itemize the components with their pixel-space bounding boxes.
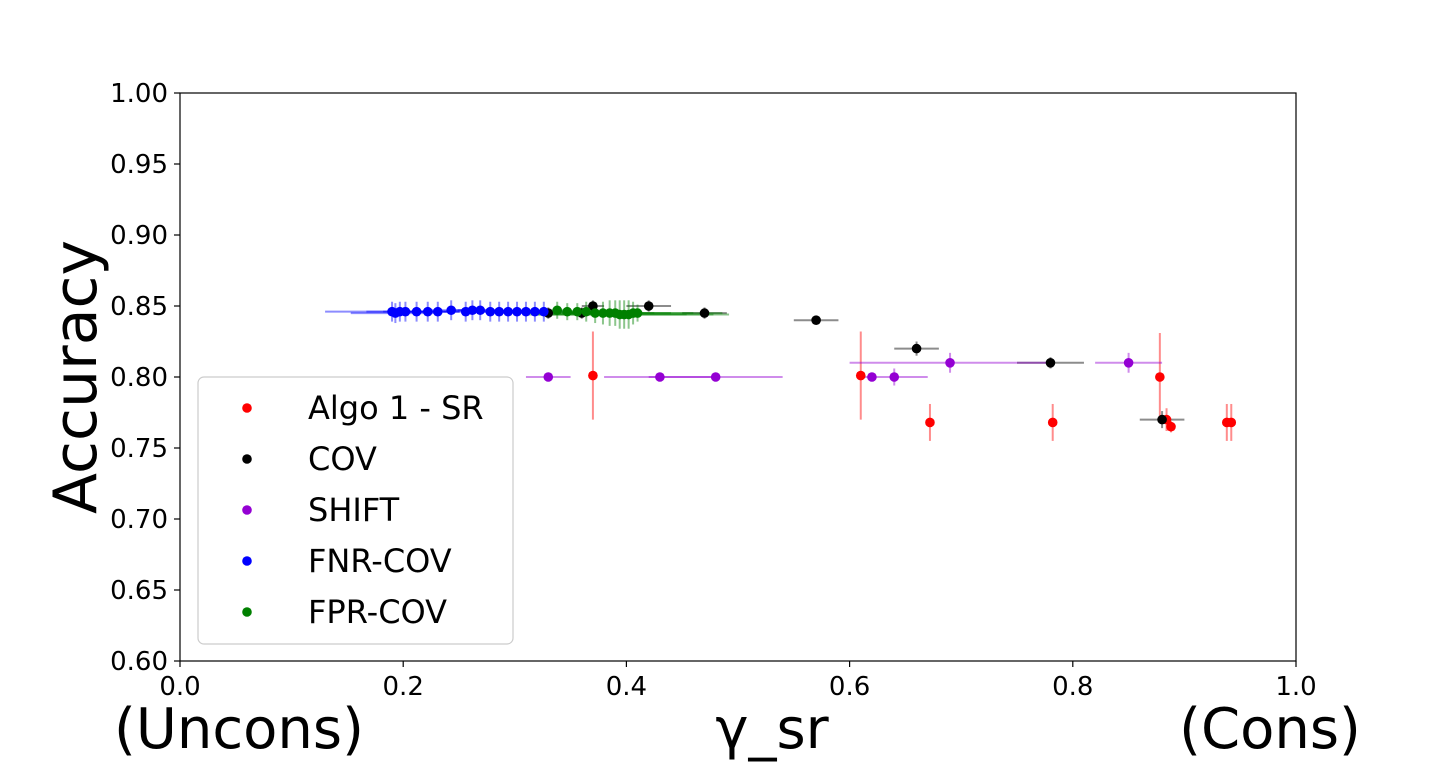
cov-point (699, 308, 710, 318)
x-tick-label: 0.0 (159, 672, 200, 702)
fnr-cov-point (530, 306, 540, 317)
legend-label-fnr-cov: FNR-COV (308, 542, 452, 580)
shift-point (543, 372, 554, 382)
algo-1-sr-point (1226, 417, 1237, 428)
fnr-cov-point (521, 306, 531, 317)
fnr-cov-point (432, 306, 443, 317)
marker-layer (387, 301, 1237, 432)
fnr-cov-point (503, 306, 513, 317)
x-axis-title: γ_sr (715, 697, 829, 762)
fpr-cov-point (598, 308, 608, 318)
algo-1-sr-point (588, 370, 598, 381)
shift-point (945, 358, 955, 368)
shift-point (655, 372, 665, 382)
y-axis: 0.60 0.65 0.70 0.75 0.80 0.85 0.90 0.95 1.00 (110, 79, 180, 677)
shift-point (867, 372, 877, 382)
fnr-cov-point (539, 306, 549, 317)
x-axis-left-extreme-label: (Uncons) (114, 697, 364, 762)
y-tick-label: 0.60 (110, 647, 168, 677)
x-tick-label: 0.8 (1052, 672, 1093, 702)
x-tick-label: 0.2 (383, 672, 424, 702)
algo-1-sr-point (855, 370, 866, 381)
fpr-cov-point (581, 306, 592, 317)
fpr-cov-point (552, 305, 563, 316)
y-tick-label: 0.70 (110, 505, 168, 535)
algo-1-sr-point (1166, 421, 1176, 432)
y-tick-label: 1.00 (110, 79, 168, 109)
fpr-cov-point (590, 308, 600, 318)
y-tick-label: 0.90 (110, 221, 168, 251)
cov-point (811, 315, 821, 326)
algo-1-sr-point (1047, 417, 1058, 428)
y-tick-label: 0.80 (110, 363, 168, 393)
legend-marker-cov (242, 454, 252, 464)
legend-frame (197, 376, 514, 645)
legend-label-fpr-cov: FPR-COV (308, 593, 447, 631)
legend-marker-fnr-cov (242, 556, 252, 566)
cov-point (1045, 358, 1056, 368)
shift-point (889, 372, 900, 382)
legend: Algo 1 - SR COV SHIFT FNR-COV FPR-COV (197, 376, 514, 645)
fpr-cov-point (572, 306, 583, 317)
fnr-cov-point (422, 306, 433, 317)
cov-point (643, 301, 654, 311)
legend-label-cov: COV (308, 440, 377, 478)
fnr-cov-point (475, 305, 486, 316)
legend-marker-fpr-cov (242, 607, 252, 617)
cov-point (911, 343, 922, 354)
legend-label-shift: SHIFT (308, 491, 400, 529)
fnr-cov-point (400, 306, 411, 317)
legend-marker-algo-1-sr (242, 403, 252, 413)
fnr-cov-point (485, 306, 496, 317)
fpr-cov-point (632, 308, 643, 318)
y-tick-label: 0.65 (110, 576, 168, 606)
y-tick-label: 0.95 (110, 150, 168, 180)
fnr-cov-point (411, 306, 422, 317)
shift-point (710, 372, 721, 382)
y-tick-label: 0.75 (110, 434, 168, 464)
cov-point (1157, 414, 1167, 425)
shift-point (1123, 358, 1134, 368)
y-axis-title: Accuracy (41, 240, 111, 514)
algo-1-sr-point (925, 417, 935, 428)
y-tick-label: 0.85 (110, 292, 168, 322)
fnr-cov-point (494, 306, 504, 317)
x-tick-label: 1.0 (1275, 672, 1316, 702)
fnr-cov-point (446, 305, 456, 316)
x-tick-label: 0.6 (829, 672, 870, 702)
x-axis: 0.0 0.2 0.4 0.6 0.8 1.0 (159, 661, 1317, 702)
x-tick-label: 0.4 (606, 672, 647, 702)
algo-1-sr-point (1155, 372, 1165, 382)
fnr-cov-point (512, 306, 522, 317)
x-axis-right-extreme-label: (Cons) (1179, 697, 1361, 762)
legend-label-algo-1-sr: Algo 1 - SR (308, 389, 484, 427)
fnr-cov-point (467, 305, 478, 316)
legend-marker-shift (242, 505, 252, 515)
fpr-cov-point (562, 306, 573, 317)
